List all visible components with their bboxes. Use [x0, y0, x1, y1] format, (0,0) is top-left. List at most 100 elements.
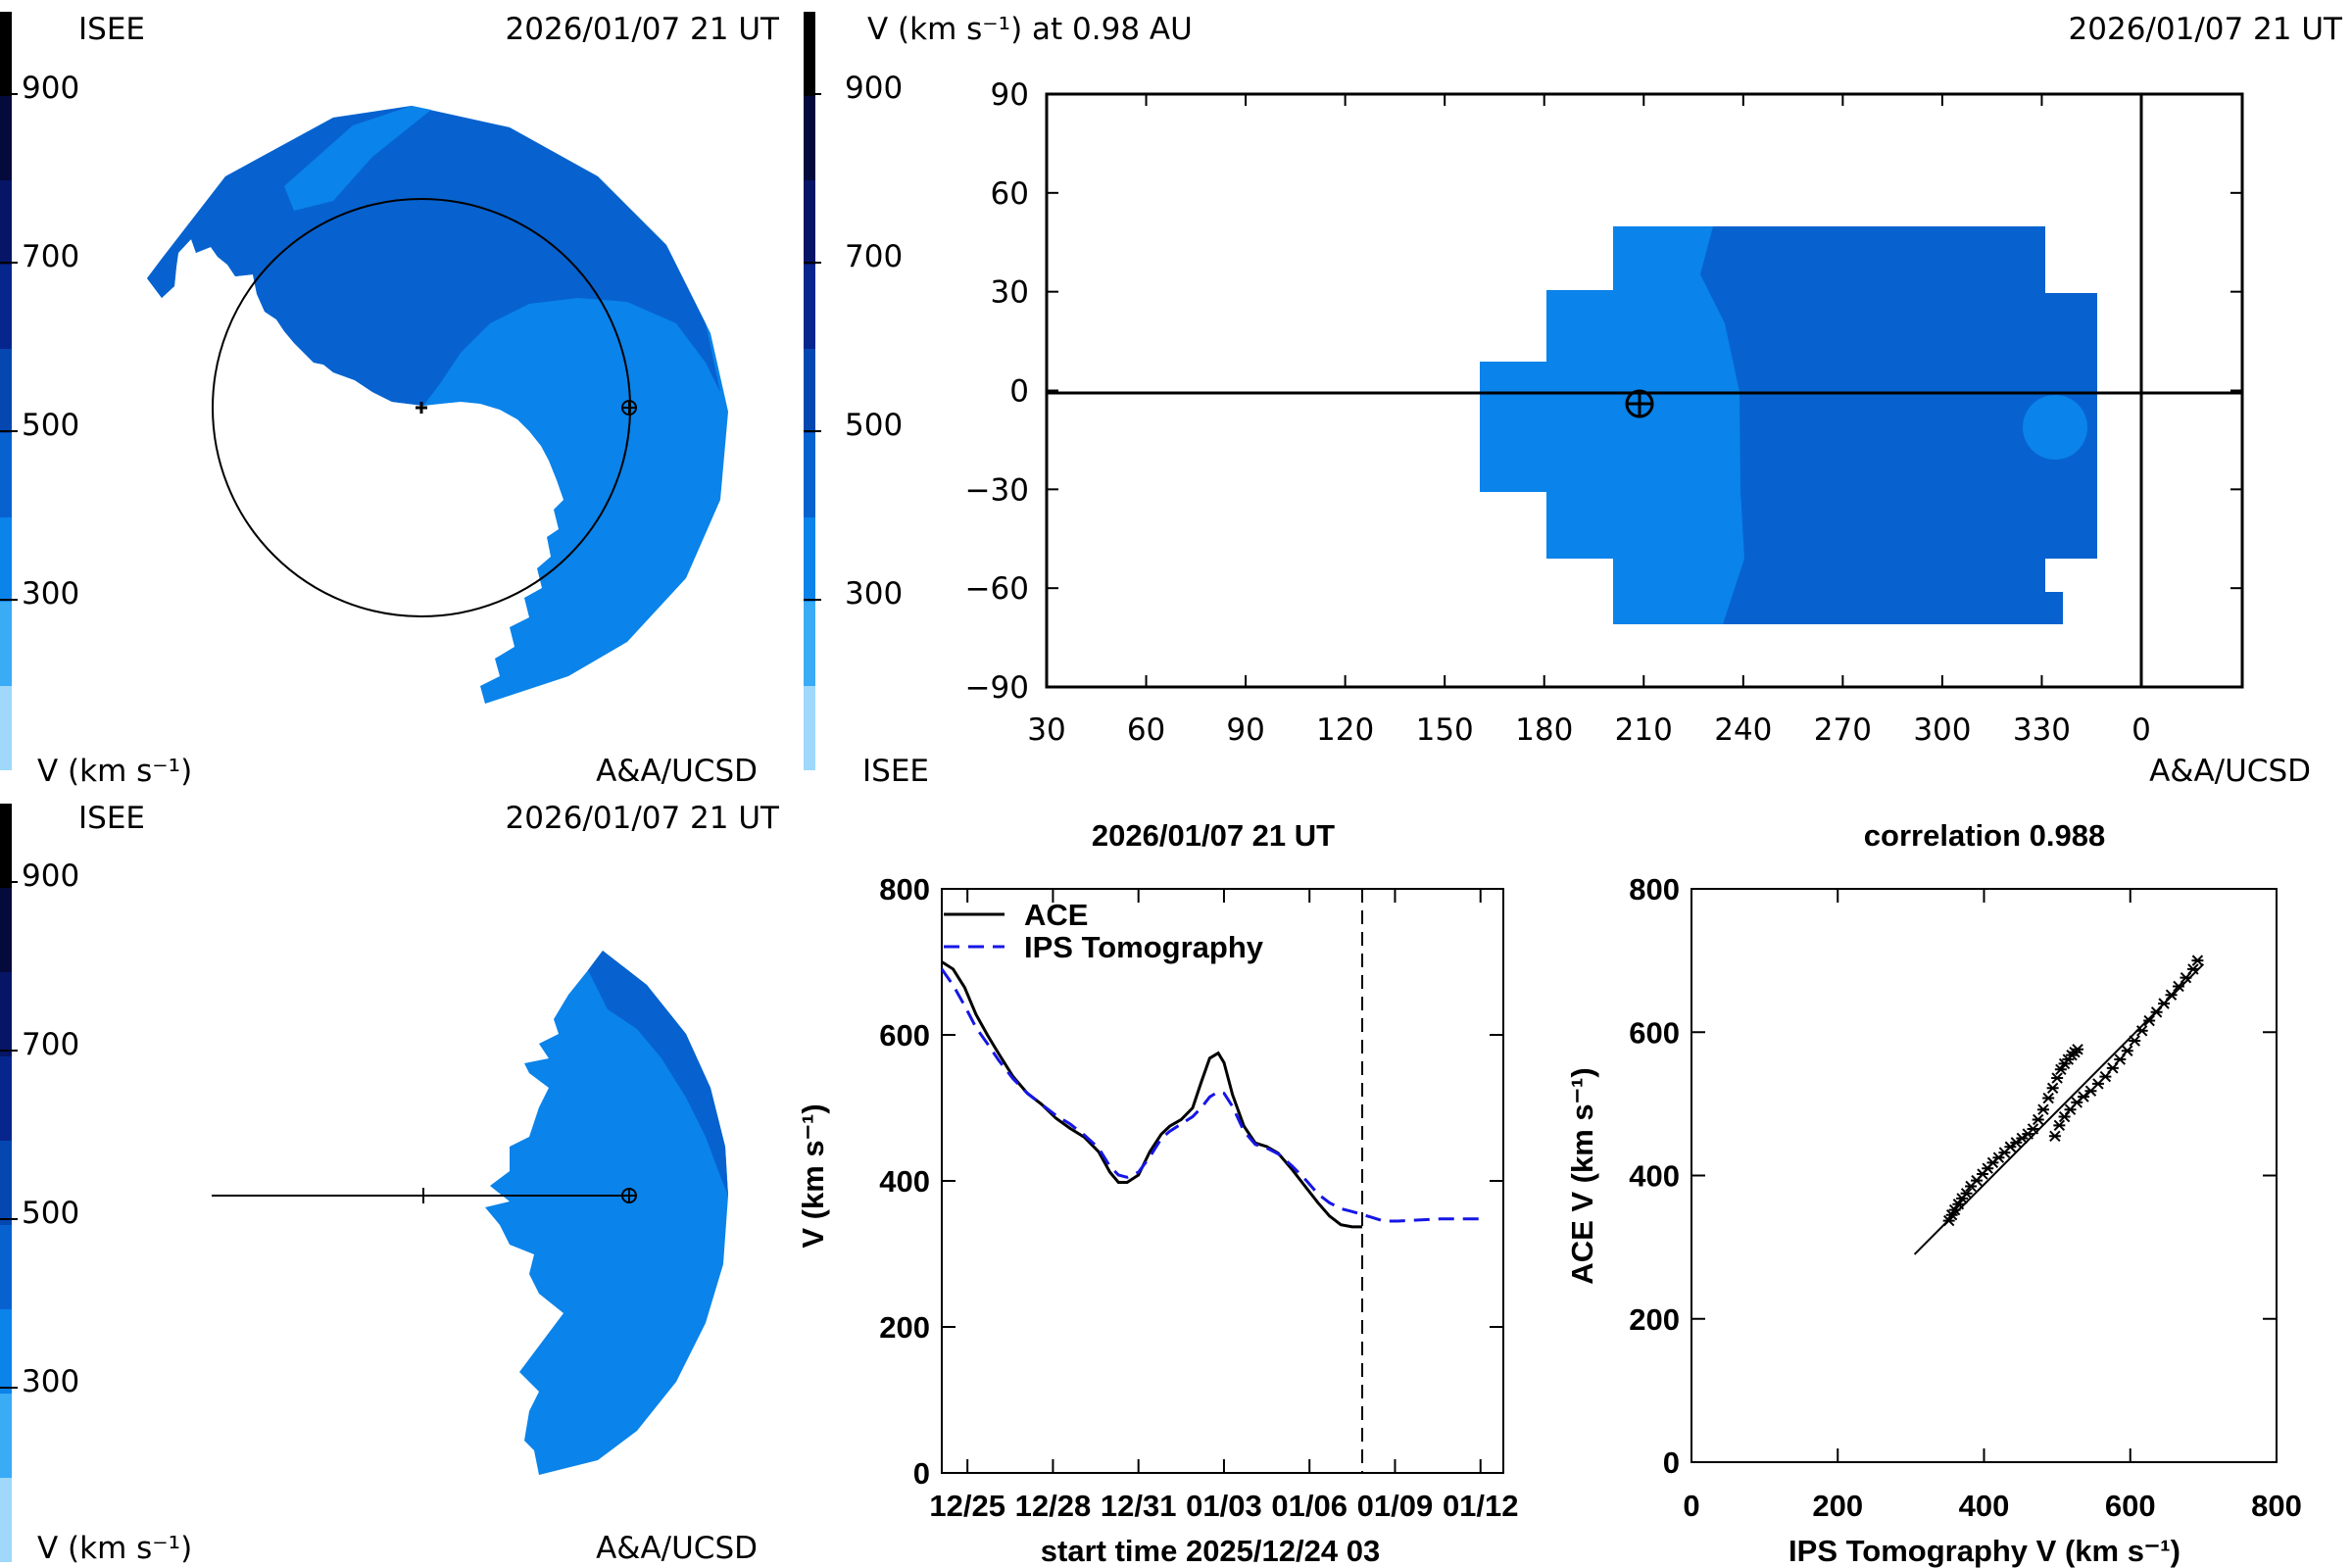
colorbar-swatch	[0, 1309, 12, 1394]
map-x-tick-label: 0	[2132, 712, 2151, 748]
colorbar-swatch	[0, 804, 12, 888]
scatter-point	[2054, 1063, 2067, 1075]
velocity-units-label: V (km s⁻¹)	[37, 754, 192, 789]
map-y-tick-label: 60	[991, 176, 1029, 212]
colorbar-tick-300-r: 300	[845, 576, 903, 612]
credit-label: A&A/UCSD	[596, 754, 758, 789]
scatter-point	[2051, 1072, 2064, 1084]
scatter-x-tick-label: 400	[1959, 1489, 2010, 1523]
map-y-tick-label: −90	[965, 670, 1029, 706]
scatter-x-tick-label: 0	[1683, 1489, 1699, 1523]
colorbar-swatch	[0, 888, 12, 972]
scatter-point	[2036, 1103, 2049, 1115]
timeseries-legend: ACE IPS Tomography	[944, 898, 1264, 964]
map-y-tick-label: 0	[1009, 374, 1029, 410]
map-region-light-wedge	[284, 106, 431, 211]
legend-ace-label: ACE	[1024, 898, 1088, 932]
panel-bottom-left: 900 700 500 300 ISEE 2026/01/07 21 UT V …	[0, 801, 780, 1566]
colorbar-bottom-left	[0, 804, 12, 1562]
scatter-chart: correlation 0.988 0 200 400 600 800 0 200 400 60…	[1565, 818, 2302, 1568]
earth-marker-b	[621, 1188, 637, 1203]
scatter-point	[2114, 1054, 2127, 1065]
map-region-dark-r	[1700, 226, 2097, 624]
series-ips-tomography-line	[942, 968, 1484, 1223]
scatter-point	[2150, 1006, 2163, 1018]
scatter-point	[1952, 1199, 1965, 1210]
map-tick-marks	[1046, 93, 2242, 688]
colorbar-swatch	[0, 1394, 12, 1478]
timeseries-x-tick-label: 12/28	[1015, 1489, 1092, 1523]
scatter-point	[2077, 1091, 2089, 1102]
map-x-tick-label: 330	[2013, 712, 2071, 748]
scatter-point	[1945, 1209, 1958, 1221]
colorbar-tick-500: 500	[22, 408, 79, 443]
map-y-tick-labels: 90 60 30 0 −30 −60 −90	[965, 77, 1029, 706]
series-ace-line	[942, 960, 1362, 1229]
scatter-y-label: ACE V (km s⁻¹)	[1565, 1067, 1599, 1284]
timeseries-y-tick-label: 200	[879, 1310, 930, 1345]
scatter-x-tick-label: 200	[1812, 1489, 1863, 1523]
timeseries-y-tick-label: 0	[913, 1456, 930, 1491]
colorbar-top-right	[804, 12, 815, 770]
map-y-tick-label: 90	[991, 77, 1029, 113]
map-y-tick-label: −60	[965, 571, 1029, 607]
map-x-tick-label: 210	[1615, 712, 1673, 748]
timeseries-x-tick-label: 01/06	[1271, 1489, 1348, 1523]
map-x-tick-labels: 30 60 90 120 150 180 210 240 270 300 330 0	[1027, 712, 2151, 748]
colorbar-swatch	[0, 180, 12, 265]
colorbar-swatch	[0, 517, 12, 602]
colorbar-ticks-top-left	[0, 93, 18, 601]
timeseries-x-label: start time 2025/12/24 03	[1041, 1534, 1380, 1568]
panel-top-right: 900 700 500 300 V (km s⁻¹) at 0.98 AU 20…	[804, 12, 2343, 789]
institution-label-b: ISEE	[78, 801, 145, 836]
legend-ips-label: IPS Tomography	[1024, 930, 1264, 964]
colorbar-swatch	[0, 1478, 12, 1562]
timeseries-x-tick-label: 01/12	[1443, 1489, 1519, 1523]
colorbar-swatch	[804, 96, 815, 180]
colorbar-swatch	[804, 686, 815, 770]
colorbar-swatch	[0, 433, 12, 517]
colorbar-ticks-top-right	[804, 93, 821, 601]
scatter-x-label: IPS Tomography V (km s⁻¹)	[1788, 1534, 2180, 1568]
timeseries-x-tick-label: 12/25	[929, 1489, 1005, 1523]
timeseries-x-tick-label: 01/09	[1357, 1489, 1434, 1523]
map-x-tick-label: 270	[1814, 712, 1872, 748]
scatter-points	[1942, 955, 2204, 1227]
ecliptic-velocity-map	[147, 106, 728, 704]
scatter-point	[2135, 1025, 2148, 1037]
meridional-velocity-map	[212, 951, 728, 1475]
colorbar-swatch	[804, 265, 815, 349]
timeseries-chart: 2026/01/07 21 UT 0 200 400 600 800 12/25 12/28…	[796, 818, 1519, 1568]
timeseries-title: 2026/01/07 21 UT	[1092, 818, 1335, 853]
credit-label-b: A&A/UCSD	[596, 1531, 758, 1566]
map-x-tick-label: 90	[1226, 712, 1264, 748]
scatter-x-tick-label: 800	[2251, 1489, 2302, 1523]
scatter-point	[2165, 989, 2178, 1001]
scatter-y-tick-label: 200	[1629, 1302, 1680, 1337]
scatter-point	[1948, 1203, 1961, 1216]
scatter-point	[2048, 1130, 2061, 1142]
panel-top-left: 900 700 500 300 ISEE 2026/01/07 21 UT V …	[0, 12, 780, 789]
colorbar-swatch	[804, 12, 815, 96]
timestamp-label-r: 2026/01/07 21 UT	[2069, 12, 2344, 47]
scatter-point	[1960, 1188, 1973, 1200]
map-x-tick-label: 300	[1913, 712, 1971, 748]
colorbar-tick-700-r: 700	[845, 239, 903, 274]
timeseries-y-label: V (km s⁻¹)	[796, 1103, 830, 1248]
colorbar-swatch	[0, 96, 12, 180]
earth-marker-r	[1625, 389, 1654, 418]
map-x-tick-label: 240	[1714, 712, 1772, 748]
colorbar-swatch	[0, 1141, 12, 1225]
colorbar-swatch	[0, 686, 12, 770]
credit-label-r: A&A/UCSD	[2149, 754, 2311, 789]
colorbar-swatch	[0, 1225, 12, 1309]
meridional-region-dark	[588, 951, 728, 1196]
colorbar-tick-900-b: 900	[22, 858, 79, 894]
colorbar-swatch	[804, 517, 815, 602]
meridional-region-medium	[485, 951, 728, 1475]
scatter-point	[2186, 963, 2199, 975]
map-x-tick-label: 30	[1027, 712, 1065, 748]
scatter-point	[2106, 1062, 2119, 1074]
map-title: V (km s⁻¹) at 0.98 AU	[867, 12, 1193, 47]
